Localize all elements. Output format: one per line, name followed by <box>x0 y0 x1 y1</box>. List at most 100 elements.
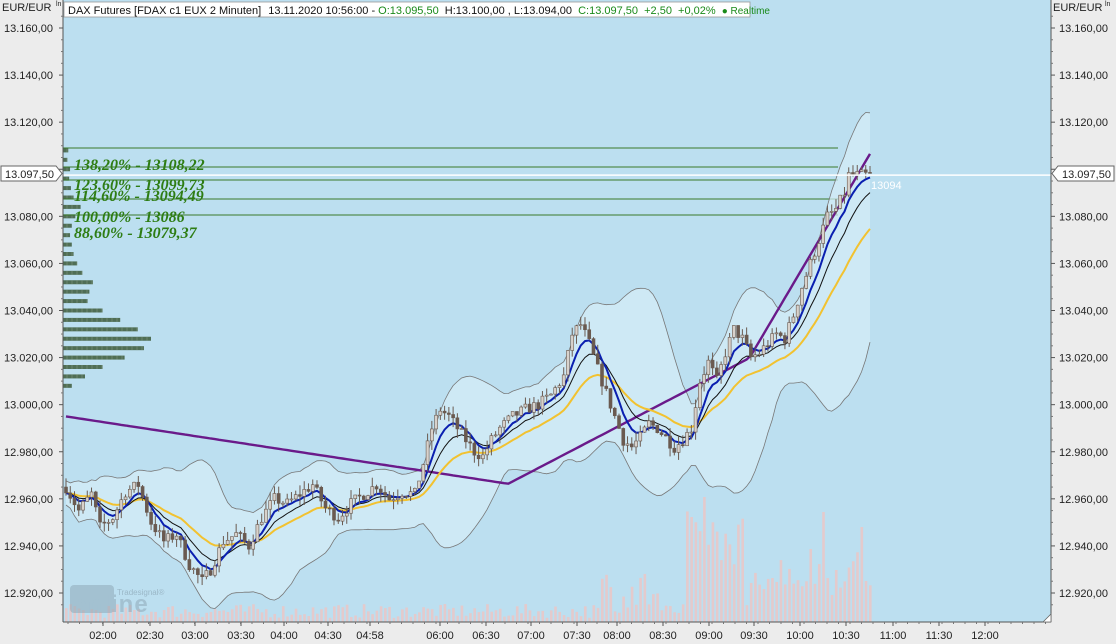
candle-body <box>306 489 311 492</box>
volume-bar <box>435 615 438 622</box>
candle-body <box>817 243 821 257</box>
moving-average-blue <box>65 176 871 571</box>
candle-body <box>140 486 145 498</box>
candle-body <box>319 487 324 502</box>
y-tick-label-left: 12.940,00 <box>4 541 53 553</box>
volume-bar <box>809 549 813 622</box>
candle-body <box>638 431 643 442</box>
volume-bar <box>822 512 825 622</box>
x-tick-label: 02:30 <box>136 630 164 642</box>
volume-bar <box>677 612 681 622</box>
volume-bar <box>320 609 323 622</box>
volume-bar <box>222 610 225 622</box>
volume-bar <box>528 610 532 622</box>
volume-bar <box>290 614 294 622</box>
fib-label: 123,60% - 13099,73 <box>74 177 205 194</box>
volume-bar <box>460 605 464 622</box>
candle-body <box>430 428 434 442</box>
candle-body <box>774 332 779 335</box>
candle-body <box>617 415 621 429</box>
header-close: C:13.097,50 <box>578 5 638 17</box>
y-tick-label-right: 13.120,00 <box>1059 117 1108 129</box>
candle-body <box>149 512 153 525</box>
volume-bar <box>515 606 519 622</box>
candle-body <box>281 502 285 505</box>
candle-body <box>238 532 243 534</box>
volume-bar <box>213 609 217 622</box>
volume-bar <box>605 574 608 622</box>
candle-body <box>485 448 489 456</box>
candle-body <box>489 435 494 450</box>
volume-bar <box>196 613 200 622</box>
volume-bar <box>575 611 579 622</box>
volume-bar <box>775 581 779 622</box>
volume-bar <box>720 560 723 622</box>
bollinger-lower <box>65 342 871 610</box>
fib-label: 88,60% - 13079,37 <box>74 225 198 242</box>
candle-body <box>183 539 187 560</box>
y-tick-label-right: 12.960,00 <box>1059 494 1108 506</box>
volume-bar <box>771 578 774 622</box>
volume-profile-bar <box>63 346 144 351</box>
volume-bar <box>779 560 783 622</box>
volume-bar <box>328 617 332 622</box>
candle-body <box>659 432 664 435</box>
volume-bar <box>537 611 540 622</box>
volume-bar <box>749 582 753 622</box>
volume-bar <box>239 604 243 622</box>
volume-bar <box>783 584 787 622</box>
volume-bar <box>869 585 872 622</box>
volume-bar <box>141 615 145 622</box>
volume-bar <box>150 611 153 622</box>
volume-bar <box>273 613 277 622</box>
volume-bar <box>724 533 727 622</box>
volume-bar <box>469 613 472 622</box>
volume-bar <box>758 584 761 622</box>
volume-bar <box>447 609 451 622</box>
volume-bar <box>341 607 345 622</box>
volume-bar <box>813 583 817 622</box>
volume-profile-bar <box>63 195 74 200</box>
candle-body <box>812 255 817 260</box>
volume-bar <box>256 608 260 622</box>
volume-profile-bar <box>63 214 76 219</box>
candle-body <box>681 444 685 447</box>
y-tick-label-left: 13.120,00 <box>4 117 53 129</box>
candle-body <box>723 356 728 365</box>
candle-body <box>557 385 562 388</box>
volume-bar <box>73 606 77 622</box>
y-tick-label-left: 13.000,00 <box>4 400 53 412</box>
candle-body <box>136 481 141 487</box>
moving-average-purple <box>65 153 872 485</box>
volume-bar <box>690 517 693 622</box>
volume-bar <box>464 615 468 622</box>
x-tick-label: 04:00 <box>270 630 298 642</box>
candle-body <box>200 574 204 578</box>
watermark-big: online <box>72 591 149 618</box>
volume-bar <box>588 617 591 622</box>
volume-bar <box>762 589 766 622</box>
volume-bar <box>392 617 396 622</box>
header-high: H:13.100,00 <box>445 5 505 17</box>
resize-handle[interactable] <box>1042 613 1052 623</box>
candle-body <box>162 530 166 542</box>
x-tick-label: 10:30 <box>832 630 860 642</box>
candle-body <box>561 374 566 386</box>
moving-average-yellow <box>65 228 871 547</box>
volume-profile-bar <box>63 308 103 313</box>
volume-bar <box>656 593 659 622</box>
candle-body <box>578 324 583 327</box>
volume-bar <box>175 616 179 622</box>
x-tick-label: 10:00 <box>786 630 814 642</box>
volume-bar <box>673 612 676 622</box>
candle-body <box>834 208 838 212</box>
moving-average-black <box>65 192 871 562</box>
volume-bar <box>558 611 562 622</box>
volume-bar <box>235 605 238 622</box>
candle-body <box>417 480 421 489</box>
candle-body <box>179 535 183 541</box>
x-tick-label: 03:00 <box>181 630 209 642</box>
last-price-label: 13094 <box>871 180 902 192</box>
volume-bar <box>281 606 285 622</box>
